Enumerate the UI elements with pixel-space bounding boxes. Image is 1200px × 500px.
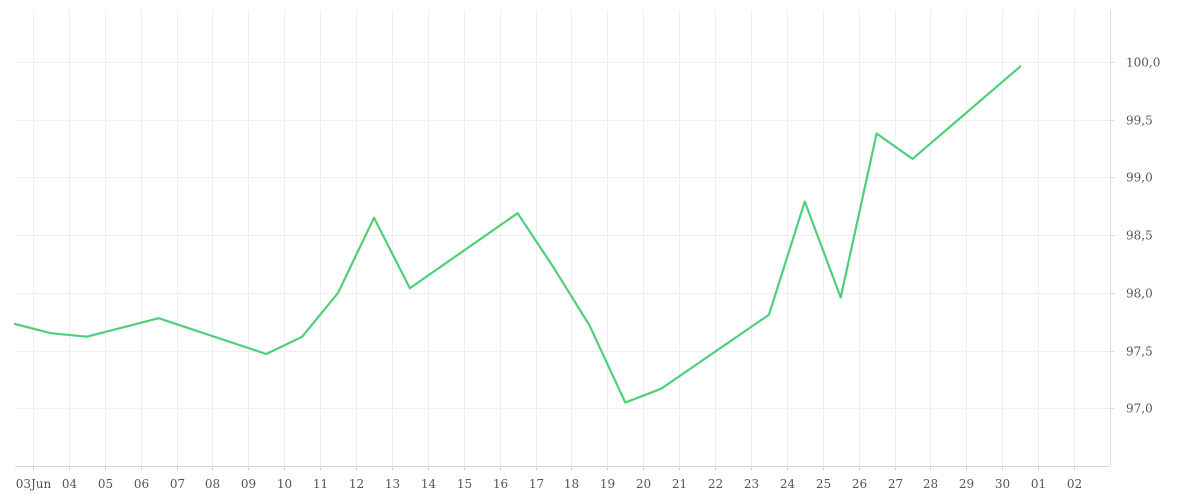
x-tick-label: 12 (349, 477, 364, 491)
x-tick-label: 08 (205, 477, 220, 491)
series-line (13, 65, 1022, 404)
x-tick-label: 23 (744, 477, 759, 491)
x-tick-label: 28 (923, 477, 938, 491)
y-tick-label: 98,5 (1126, 229, 1153, 243)
x-tick-label: 18 (564, 477, 579, 491)
x-tick-label: 10 (277, 477, 292, 491)
x-tick-label: 06 (134, 477, 149, 491)
x-axis-tick-labels: 03Jun 04 05 06 07 08 09 10 11 12 13 14 15 16 17 18 19 20 2… (16, 477, 1082, 491)
x-tick-label: 24 (780, 477, 796, 491)
y-tick-label: 99,5 (1126, 114, 1153, 128)
x-tick-label: 27 (888, 477, 903, 491)
x-tick-label: 04 (62, 477, 78, 491)
x-tick-label: 30 (995, 477, 1010, 491)
x-tick-label: 13 (385, 477, 400, 491)
x-tick-label: 14 (421, 477, 437, 491)
y-tick-label: 99,0 (1126, 171, 1153, 185)
y-tick-label: 98,0 (1126, 287, 1153, 301)
y-tick-label: 97,0 (1126, 402, 1153, 416)
x-tick-label: 17 (529, 477, 544, 491)
x-tick-label: 25 (816, 477, 831, 491)
vertical-gridlines (33, 10, 1075, 466)
x-tick-label: 07 (170, 477, 185, 491)
y-tick-label: 100,0 (1126, 56, 1160, 70)
y-axis-tick-labels: 97,0 97,5 98,0 98,5 99,0 99,5 100,0 (1126, 56, 1160, 416)
x-tick-label: 11 (313, 477, 328, 491)
x-tick-label: 09 (241, 477, 256, 491)
x-tick-label: 03Jun (16, 477, 52, 491)
x-tick-label: 19 (600, 477, 615, 491)
x-tick-label: 16 (493, 477, 508, 491)
x-tick-label: 29 (959, 477, 974, 491)
x-tick-label: 02 (1067, 477, 1082, 491)
y-tick-label: 97,5 (1126, 345, 1153, 359)
x-tick-label: 15 (457, 477, 472, 491)
x-tick-label: 20 (636, 477, 651, 491)
axes (15, 10, 1115, 471)
horizontal-gridlines (15, 62, 1110, 409)
x-tick-label: 21 (672, 477, 687, 491)
x-tick-label: 01 (1031, 477, 1046, 491)
x-tick-label: 22 (708, 477, 723, 491)
x-tick-label: 05 (98, 477, 113, 491)
x-tick-label: 26 (852, 477, 867, 491)
series-group (13, 65, 1022, 404)
